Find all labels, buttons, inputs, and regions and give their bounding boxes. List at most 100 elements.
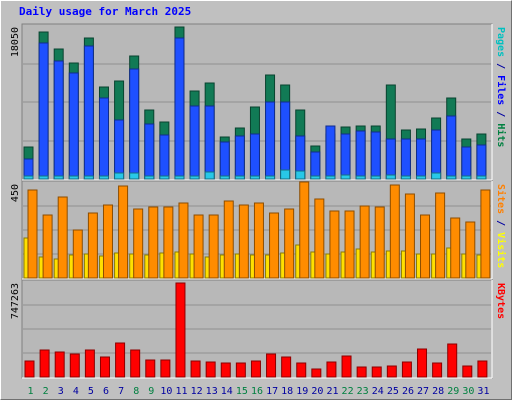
bar-files-day-8 — [129, 68, 140, 180]
bar-kbytes-day-20 — [311, 368, 322, 378]
bar-sites-day-17 — [269, 212, 280, 279]
bar-sites-day-14 — [223, 200, 234, 279]
bar-sites-day-20 — [314, 198, 325, 279]
bar-files-day-24 — [370, 131, 381, 180]
bar-files-day-31 — [476, 144, 487, 180]
bar-files-day-7 — [114, 119, 125, 180]
day-label-14: 14 — [221, 386, 233, 397]
bar-files-day-4 — [68, 72, 79, 180]
bar-pages-day-7 — [114, 172, 125, 180]
bar-kbytes-day-24 — [371, 366, 382, 378]
bar-pages-day-31 — [476, 175, 487, 180]
series-kbytes — [24, 282, 488, 378]
bar-kbytes-day-19 — [296, 362, 307, 378]
bar-pages-day-26 — [400, 175, 411, 180]
bar-pages-day-27 — [416, 175, 427, 180]
bar-sites-day-15 — [238, 204, 249, 279]
bar-pages-day-16 — [249, 175, 260, 180]
bar-files-day-9 — [144, 123, 155, 180]
bar-files-day-17 — [265, 101, 276, 180]
top-legend: Pages / Files / Hits — [495, 27, 507, 147]
bar-files-day-16 — [249, 133, 260, 180]
bar-pages-day-23 — [355, 175, 366, 180]
bar-kbytes-day-30 — [462, 365, 473, 378]
bar-kbytes-day-14 — [220, 362, 231, 378]
bar-files-day-10 — [159, 134, 170, 180]
bar-pages-day-12 — [189, 175, 200, 180]
bar-kbytes-day-26 — [401, 361, 412, 378]
bar-files-day-28 — [431, 129, 442, 180]
bar-kbytes-day-6 — [99, 356, 110, 378]
day-label-21: 21 — [326, 386, 338, 397]
top-ymax-label: 18050 — [10, 27, 21, 57]
bar-kbytes-day-23 — [356, 366, 367, 378]
middle-legend-part-1: / — [495, 214, 506, 232]
bar-pages-day-22 — [340, 174, 351, 180]
middle-legend: Sites / Visits — [495, 184, 507, 268]
top-legend-part-3: / — [495, 105, 506, 123]
bottom-ymax-label: 747263 — [10, 283, 21, 319]
bar-pages-day-3 — [53, 175, 64, 180]
bar-pages-day-4 — [68, 175, 79, 180]
series-sites — [27, 181, 491, 279]
bar-sites-day-19 — [299, 181, 310, 279]
bar-pages-day-15 — [234, 175, 245, 180]
bar-files-day-12 — [189, 105, 200, 180]
bar-kbytes-day-4 — [69, 353, 80, 378]
bar-kbytes-day-31 — [477, 360, 488, 378]
bar-files-day-3 — [53, 60, 64, 180]
bar-sites-day-12 — [193, 214, 204, 279]
bar-pages-day-21 — [325, 175, 336, 180]
chart-panels: 18050 Pages / Files / Hits 450 Sites / Visi… — [10, 23, 507, 379]
bar-files-day-27 — [416, 138, 427, 180]
bar-sites-day-30 — [465, 221, 476, 279]
bar-kbytes-day-28 — [432, 362, 443, 378]
day-label-7: 7 — [118, 386, 124, 397]
bottom-legend: KBytes — [495, 283, 506, 319]
bar-pages-day-25 — [385, 174, 396, 180]
bar-kbytes-day-2 — [39, 349, 50, 378]
day-label-27: 27 — [417, 386, 429, 397]
bar-kbytes-day-18 — [281, 356, 292, 378]
bar-sites-day-26 — [404, 193, 415, 279]
day-label-11: 11 — [175, 386, 187, 397]
bar-kbytes-day-3 — [54, 351, 65, 378]
bar-sites-day-25 — [389, 184, 400, 279]
bar-sites-day-8 — [133, 208, 144, 279]
bar-files-day-18 — [280, 101, 291, 180]
bar-pages-day-20 — [310, 175, 321, 180]
bar-files-day-13 — [204, 105, 215, 180]
day-label-31: 31 — [477, 386, 489, 397]
bar-pages-day-17 — [265, 175, 276, 180]
bar-sites-day-1 — [27, 189, 38, 279]
series-files — [23, 37, 487, 180]
day-label-30: 30 — [462, 386, 474, 397]
day-label-5: 5 — [88, 386, 94, 397]
bar-kbytes-day-10 — [160, 359, 171, 378]
day-label-17: 17 — [266, 386, 278, 397]
bar-kbytes-day-12 — [190, 360, 201, 378]
bar-pages-day-2 — [38, 175, 49, 180]
bar-files-day-5 — [83, 45, 94, 180]
day-label-23: 23 — [357, 386, 369, 397]
bar-kbytes-day-16 — [250, 360, 261, 378]
bar-sites-day-28 — [435, 192, 446, 279]
bar-sites-day-2 — [42, 214, 53, 279]
top-legend-part-1: / — [495, 57, 506, 75]
top-legend-part-2: Files — [495, 75, 507, 105]
bar-files-day-15 — [234, 135, 245, 180]
day-label-10: 10 — [160, 386, 172, 397]
bar-sites-day-9 — [148, 206, 159, 279]
bar-sites-day-18 — [284, 208, 295, 279]
bar-pages-day-18 — [280, 169, 291, 180]
bar-sites-day-4 — [72, 229, 83, 279]
bar-kbytes-day-5 — [84, 349, 95, 378]
bar-sites-day-29 — [450, 217, 461, 279]
day-label-16: 16 — [251, 386, 263, 397]
bar-kbytes-day-15 — [235, 362, 246, 378]
bar-sites-day-27 — [420, 214, 431, 279]
day-label-1: 1 — [28, 386, 34, 397]
bar-pages-day-5 — [83, 175, 94, 180]
day-label-25: 25 — [387, 386, 399, 397]
